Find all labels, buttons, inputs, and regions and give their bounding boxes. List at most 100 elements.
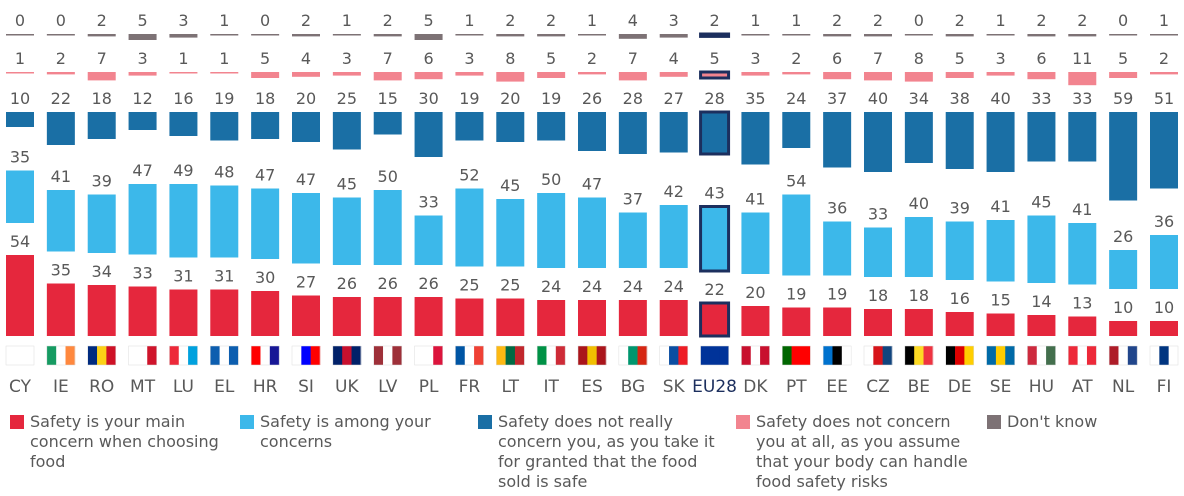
bar [782, 307, 811, 336]
bar [618, 72, 647, 81]
value-label: 3 [342, 49, 352, 68]
value-label: 51 [1154, 89, 1174, 108]
chart: 54351010CY35412220IE34391872RO33471235MT… [5, 11, 1179, 397]
value-label: 2 [383, 11, 393, 30]
value-label: 18 [868, 286, 888, 305]
flag [760, 346, 770, 365]
value-label: 1 [219, 49, 229, 68]
value-label: 2 [832, 11, 842, 30]
bar [741, 112, 770, 165]
x-tick-label: AT [1072, 377, 1093, 397]
flag-border [46, 345, 76, 366]
value-label: 22 [51, 89, 71, 108]
bar [46, 34, 75, 36]
value-label: 2 [505, 11, 515, 30]
flag [137, 346, 148, 365]
flag [128, 346, 139, 365]
flag [700, 346, 711, 365]
flag [392, 346, 403, 365]
flag [178, 346, 189, 365]
flag [800, 346, 811, 365]
flag [546, 346, 557, 365]
bar [169, 289, 198, 336]
bar [699, 70, 731, 80]
value-label: 28 [704, 89, 724, 108]
value-label: 1 [791, 11, 801, 30]
value-label: 2 [1159, 49, 1169, 68]
value-label: 52 [459, 166, 479, 185]
bar [782, 34, 811, 36]
bar [169, 112, 198, 136]
bar [618, 212, 647, 268]
value-label: 18 [255, 89, 275, 108]
flag [351, 346, 362, 365]
value-label: 5 [709, 49, 719, 68]
value-label: 6 [1036, 49, 1046, 68]
bar [1027, 215, 1056, 283]
value-label: 5 [137, 11, 147, 30]
bar [659, 300, 688, 336]
flag [332, 346, 343, 365]
flag [56, 346, 66, 365]
value-label: 39 [92, 172, 112, 191]
bar [169, 184, 198, 258]
flag [1068, 346, 1078, 365]
flag [383, 346, 393, 365]
bar [373, 72, 402, 81]
bar [1150, 321, 1178, 336]
bar [864, 34, 892, 37]
flag [301, 346, 311, 365]
value-label: 37 [623, 190, 643, 209]
x-tick-label: RO [89, 377, 114, 397]
value-label: 0 [15, 11, 25, 30]
value-label: 5 [1118, 49, 1128, 68]
value-label: 4 [669, 49, 679, 68]
bar [455, 188, 484, 267]
value-label: 16 [173, 89, 193, 108]
bar [1068, 72, 1097, 86]
flag-border [536, 345, 566, 366]
flag [945, 346, 956, 365]
value-label: 36 [827, 199, 847, 218]
flag [310, 346, 321, 365]
bar [659, 112, 688, 153]
value-label: 26 [418, 274, 438, 293]
flag [596, 346, 607, 365]
flag [496, 346, 506, 365]
x-tick-label: EU28 [692, 377, 737, 397]
bar [455, 112, 484, 141]
flag-border [577, 345, 607, 366]
flag [964, 346, 975, 365]
flag [269, 346, 280, 365]
flag-border [169, 345, 198, 366]
bar [332, 112, 361, 150]
bar [169, 72, 198, 74]
value-label: 8 [505, 49, 515, 68]
bar [128, 184, 157, 255]
value-label: 31 [214, 267, 234, 286]
flag [669, 346, 679, 365]
flag [537, 346, 547, 365]
flag [1036, 346, 1047, 365]
x-tick-label: IT [543, 377, 559, 397]
flag-border [1027, 345, 1056, 366]
flag-border [496, 345, 525, 366]
legend-label: Safety is your main concern when choosin… [30, 412, 219, 471]
bar [373, 297, 402, 336]
bar [496, 112, 525, 142]
value-label: 0 [56, 11, 66, 30]
bar [659, 72, 688, 77]
bar [823, 34, 852, 37]
bar [741, 34, 770, 36]
bar [618, 34, 647, 39]
x-tick-label: SK [663, 377, 686, 397]
bar [904, 72, 933, 82]
bar [332, 34, 361, 36]
flag [873, 346, 883, 365]
bar [823, 112, 852, 168]
value-label: 26 [582, 89, 602, 108]
flag [1109, 346, 1119, 365]
value-label: 47 [132, 161, 152, 180]
bar [699, 301, 731, 338]
flag [719, 346, 729, 365]
